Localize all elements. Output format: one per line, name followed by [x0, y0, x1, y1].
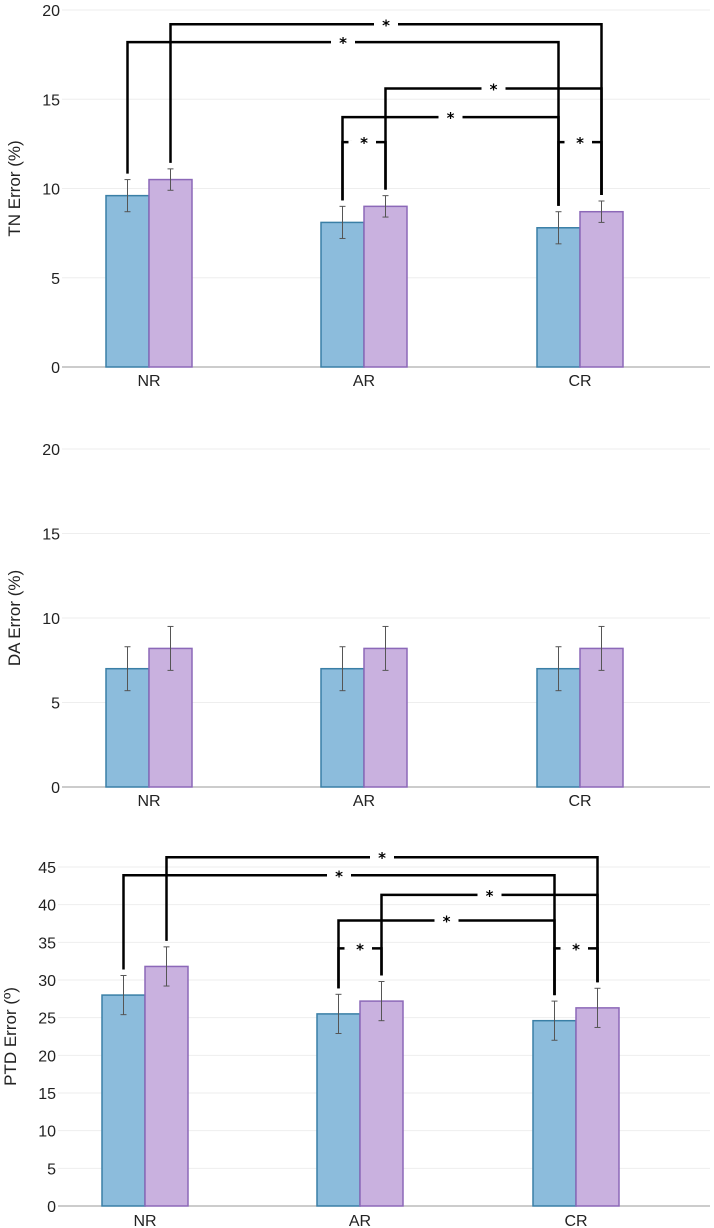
significance-star: * — [486, 887, 494, 905]
y-tick-label: 15 — [38, 1086, 56, 1103]
significance-bracket — [126, 40, 331, 174]
y-axis-label: TN Error (%) — [5, 140, 24, 236]
significance-bracket — [165, 855, 370, 941]
significance-bracket — [372, 947, 383, 976]
significance-bracket — [380, 893, 478, 976]
significance-bracket — [501, 893, 599, 983]
significance-bracket — [588, 947, 599, 983]
bar-nr-series2 — [148, 178, 193, 368]
x-tick-label-cr: CR — [568, 793, 591, 810]
y-tick-label: 30 — [38, 973, 56, 990]
significance-star: * — [443, 912, 451, 930]
bar-ar-series2 — [363, 205, 408, 368]
significance-bracket — [384, 87, 482, 190]
significance-star: * — [447, 109, 455, 127]
bar-nr-series2 — [148, 647, 193, 788]
y-tick-label: 10 — [42, 611, 60, 628]
y-tick-label: 20 — [42, 3, 60, 20]
y-tick-label: 15 — [42, 92, 60, 109]
significance-bracket — [169, 23, 374, 163]
bar-ar-series2 — [363, 647, 408, 788]
significance-bracket — [341, 140, 352, 201]
x-tick-label-nr: NR — [137, 373, 160, 390]
x-tick-label-ar: AR — [353, 373, 375, 390]
y-tick-label: 45 — [38, 860, 56, 877]
y-axis-label: DA Error (%) — [5, 570, 24, 666]
bar-cr-series1 — [536, 227, 581, 368]
y-tick-label: 0 — [47, 1199, 56, 1216]
y-tick-label: 5 — [47, 1161, 56, 1178]
bar-cr-series2 — [579, 647, 624, 788]
significance-bracket — [458, 919, 556, 996]
y-tick-label: 0 — [51, 360, 60, 377]
bar-nr-series1 — [105, 194, 150, 368]
significance-star: * — [382, 16, 390, 34]
significance-star: * — [360, 134, 368, 152]
x-tick-label-nr: NR — [133, 1213, 156, 1228]
y-tick-label: 15 — [42, 527, 60, 544]
significance-star: * — [572, 940, 580, 958]
significance-star: * — [335, 867, 343, 885]
y-tick-label: 5 — [51, 696, 60, 713]
x-tick-label-ar: AR — [353, 793, 375, 810]
chart-panel-1: 0 5 10 15 20 TN Error (%) NR AR CR * * * * * * — [5, 3, 710, 390]
y-tick-label: 0 — [51, 780, 60, 797]
significance-bracket — [505, 87, 603, 195]
y-tick-label: 20 — [42, 442, 60, 459]
significance-bracket — [122, 874, 327, 970]
y-tick-label: 40 — [38, 898, 56, 915]
y-tick-label: 20 — [38, 1048, 56, 1065]
y-tick-label: 10 — [42, 182, 60, 199]
significance-bracket — [341, 115, 439, 201]
significance-bracket — [337, 947, 348, 989]
x-tick-label-ar: AR — [349, 1213, 371, 1228]
y-axis-label: PTD Error (º) — [1, 987, 20, 1086]
significance-star: * — [576, 134, 584, 152]
bar-cr-series1 — [532, 1019, 577, 1207]
bar-ar-series1 — [316, 1013, 361, 1207]
y-tick-label: 10 — [38, 1124, 56, 1141]
significance-bracket — [592, 140, 603, 195]
significance-bracket — [376, 140, 387, 190]
significance-star: * — [490, 81, 498, 99]
chart-panel-2: 0 5 10 15 20 DA Error (%) NR AR CR — [5, 442, 710, 810]
significance-bracket — [462, 115, 560, 206]
bar-cr-series2 — [579, 210, 624, 368]
y-tick-label: 5 — [51, 271, 60, 288]
significance-star: * — [339, 34, 347, 52]
significance-bracket — [553, 947, 564, 996]
significance-bracket — [337, 919, 435, 989]
significance-bracket — [557, 140, 568, 206]
significance-bracket — [398, 23, 603, 195]
significance-star: * — [378, 849, 386, 867]
bar-ar-series1 — [320, 221, 365, 368]
x-tick-label-nr: NR — [137, 793, 160, 810]
bar-cr-series2 — [575, 1007, 620, 1207]
bar-nr-series2 — [144, 965, 189, 1207]
x-tick-label-cr: CR — [568, 373, 591, 390]
chart-panel-3: 0 5 10 15 20 25 30 35 40 45 PTD Error (º) NR AR CR * * *… — [1, 849, 710, 1228]
bar-ar-series2 — [359, 1000, 404, 1207]
x-tick-label-cr: CR — [564, 1213, 587, 1228]
significance-star: * — [356, 940, 364, 958]
y-tick-label: 25 — [38, 1011, 56, 1028]
y-tick-label: 35 — [38, 935, 56, 952]
bar-nr-series1 — [101, 994, 146, 1207]
